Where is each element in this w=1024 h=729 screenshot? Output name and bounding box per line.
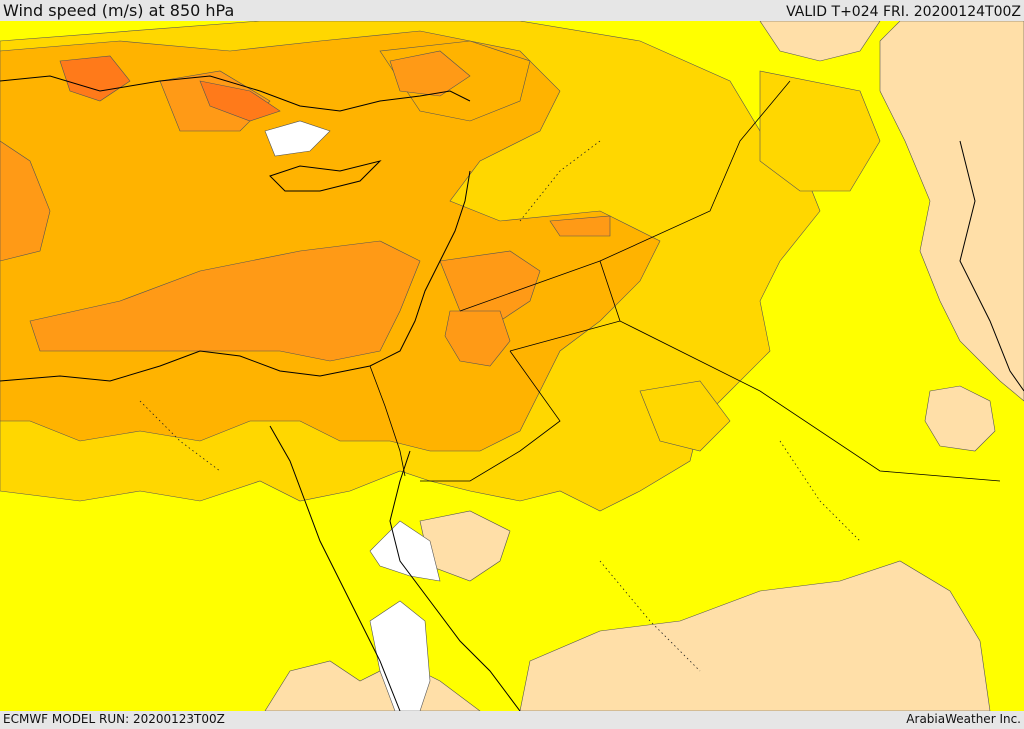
coast-persian-gulf xyxy=(959,140,1024,392)
border-saudi-jordan xyxy=(420,350,561,482)
area-verystrong-jordan xyxy=(444,310,511,367)
border-egypt xyxy=(369,365,406,477)
coast-med-south xyxy=(0,170,471,382)
area-light-northeast xyxy=(759,21,881,62)
area-fresh-east xyxy=(639,380,731,452)
coast-redsea-west xyxy=(269,425,401,711)
coast-redsea-east xyxy=(389,450,521,711)
area-fresh-ne xyxy=(759,70,881,192)
cyprus-outline xyxy=(269,160,382,192)
header-bar: Wind speed (m/s) at 850 hPa VALID T+024 … xyxy=(0,0,1024,21)
area-gale-north xyxy=(59,55,131,102)
footer-bar: ECMWF MODEL RUN: 20200123T00Z ArabiaWeat… xyxy=(0,711,1024,729)
area-gale-anatolia xyxy=(199,80,281,122)
area-verystrong-west xyxy=(0,140,51,262)
wind-speed-map xyxy=(0,21,1024,711)
area-calm-redsea xyxy=(369,520,441,582)
area-light-southeast xyxy=(519,560,991,711)
map-title: Wind speed (m/s) at 850 hPa xyxy=(3,1,235,20)
admin-boundaries xyxy=(139,140,861,672)
valid-time: VALID T+024 FRI. 20200124T00Z xyxy=(786,4,1021,20)
credit-text: ArabiaWeather Inc. xyxy=(906,712,1021,726)
area-verystrong-iraq xyxy=(549,215,611,237)
border-syria-iraq xyxy=(599,80,791,262)
border-iraq-saudi xyxy=(509,320,1001,482)
area-verystrong-band xyxy=(29,240,421,362)
model-run: ECMWF MODEL RUN: 20200123T00Z xyxy=(3,712,225,726)
area-verystrong-north2 xyxy=(389,50,471,97)
area-calm-cyprus xyxy=(264,120,331,157)
borders xyxy=(369,80,1001,482)
coastlines xyxy=(0,75,1024,711)
map-canvas xyxy=(0,21,1024,711)
coast-anatolia xyxy=(0,75,471,112)
area-light-east xyxy=(879,21,1024,402)
area-calm-south xyxy=(369,600,431,711)
area-light-persian xyxy=(924,385,996,452)
